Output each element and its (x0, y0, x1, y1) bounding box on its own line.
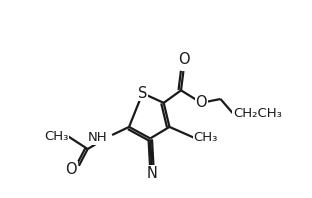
Text: N: N (147, 166, 158, 181)
Text: CH₃: CH₃ (193, 131, 218, 144)
Text: O: O (178, 52, 190, 67)
Text: O: O (66, 162, 77, 177)
Text: NH: NH (87, 131, 107, 144)
Text: S: S (138, 86, 147, 101)
Text: CH₃: CH₃ (44, 130, 68, 143)
Text: CH₂CH₃: CH₂CH₃ (233, 107, 282, 120)
Text: O: O (195, 95, 207, 110)
